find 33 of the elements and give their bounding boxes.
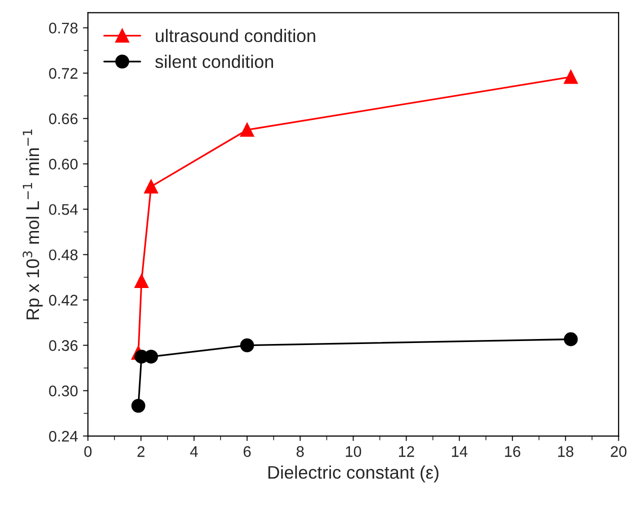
point [240, 122, 254, 137]
x-tick-label: 20 [610, 446, 626, 457]
y-tick-label: 0.60 [49, 158, 78, 170]
x-tick-label: 8 [296, 446, 304, 457]
y-tick-label: 0.78 [49, 22, 78, 34]
y-tick-label: 0.30 [49, 386, 78, 396]
y-tick-label: 0.72 [49, 68, 78, 79]
point [134, 274, 148, 288]
x-tick-label: 16 [505, 446, 520, 457]
x-tick-label: 12 [398, 446, 414, 457]
y-tick-label: 0.54 [49, 204, 78, 215]
y-tick-label: 0.48 [49, 249, 78, 260]
x-tick-label: 0 [84, 446, 92, 457]
legend-label: ultrasound condition [156, 28, 316, 42]
point [240, 338, 254, 352]
point [144, 180, 158, 194]
point [564, 332, 578, 346]
legend-label: silent condition [155, 54, 273, 68]
point [144, 350, 158, 364]
x-tick-label: 10 [346, 446, 362, 457]
y-tick-label: 0.24 [49, 430, 78, 442]
y-tick-label: 0.66 [49, 113, 78, 124]
x-axis-title: Dielectric constant (ε) [268, 466, 438, 482]
point [131, 398, 146, 413]
y-tick-label: 0.42 [49, 294, 78, 306]
x-tick-label: 6 [244, 446, 251, 457]
x-tick-label: 14 [452, 446, 468, 457]
y-tick-label: 0.36 [49, 340, 78, 351]
x-tick-label: 18 [558, 446, 574, 457]
x-tick-label: 2 [138, 446, 144, 457]
x-tick-label: 4 [190, 446, 198, 457]
y-axis-title: Rp x 10$^{3}$ mol L$^{−1}$ min$^{−1}$ [22, 130, 43, 320]
point [564, 70, 578, 84]
